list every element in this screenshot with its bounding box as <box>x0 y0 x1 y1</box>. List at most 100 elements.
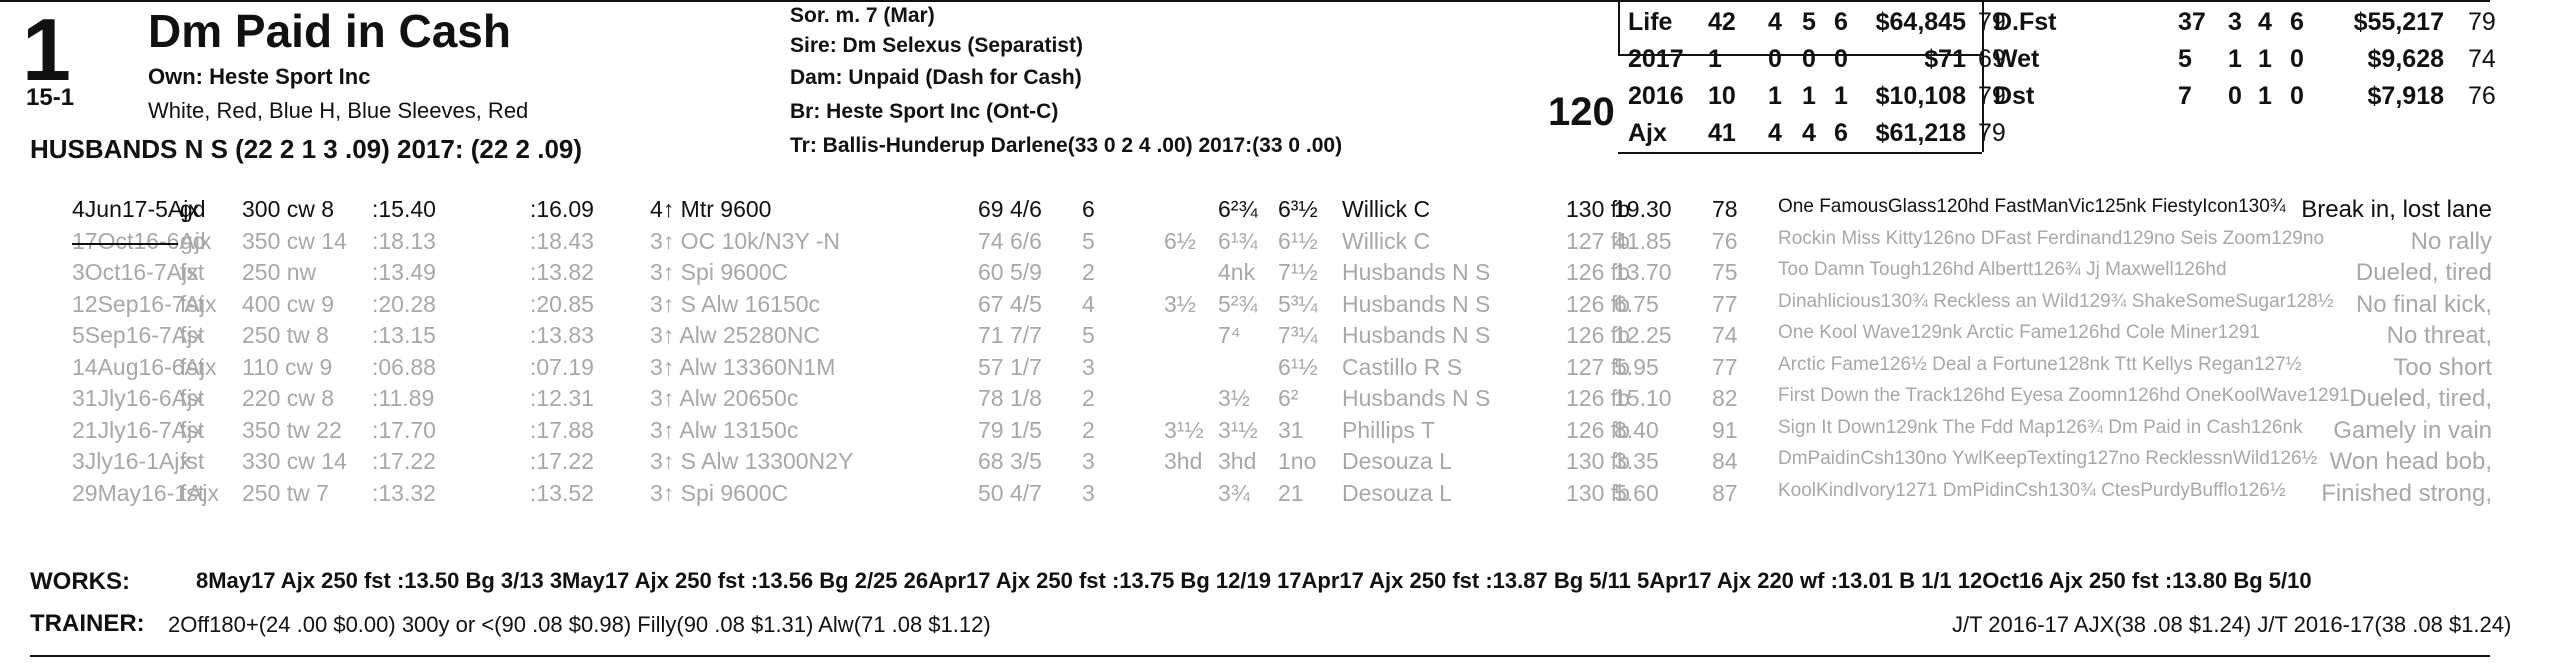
race-1-st: 5 <box>1082 227 1095 254</box>
race-7-pp: 1/5 <box>1010 416 1042 443</box>
stats-divider <box>1982 2 1984 152</box>
race-7-cond: fst <box>180 416 205 443</box>
race-2-sp: 60 <box>978 259 1004 285</box>
race-7-sp: 79 <box>978 416 1004 443</box>
race-3-fig: 77 <box>1712 290 1738 317</box>
race-6-type: 3↑ Alw 20650c <box>650 385 799 411</box>
race-0-wt: 130 fb <box>1566 196 1630 222</box>
race-7-type: 3↑ Alw 13150c <box>650 416 799 443</box>
left-3-w: 4 <box>1768 119 1782 147</box>
race-9-c3: 21 <box>1278 479 1304 506</box>
race-5-f1: :06.88 <box>372 353 436 380</box>
race-5-st: 3 <box>1082 353 1095 380</box>
race-2-wt: 126 fb <box>1566 259 1630 285</box>
breeder: Br: Heste Sport Inc (Ont-C) <box>790 100 1059 123</box>
race-9-f1: :13.32 <box>372 479 436 506</box>
race-3-c3: 5³¼ <box>1278 290 1318 317</box>
race-5-fig: 77 <box>1712 353 1738 380</box>
race-7-dist: 350 tw 22 <box>242 416 342 443</box>
race-1-comment: Rockin Miss Kitty126no DFast Ferdinand12… <box>1778 227 2325 249</box>
race-7-fig: 91 <box>1712 416 1738 443</box>
race-5-pp: 1/7 <box>1010 353 1042 380</box>
race-4-fig: 74 <box>1712 322 1738 348</box>
race-3-odds: 6.75 <box>1614 290 1659 317</box>
race-9-jockey: Desouza L <box>1342 479 1452 506</box>
left-2-fig: 79 <box>1978 82 2006 110</box>
race-3-dist: 400 cw 9 <box>242 290 335 317</box>
stats-bottom-rule <box>1618 152 1982 154</box>
race-6-c2: 3½ <box>1218 385 1250 411</box>
race-8-f1: :17.22 <box>372 448 436 474</box>
race-8-f2: :17.22 <box>530 448 594 474</box>
race-2-comment: Too Damn Tough126hd Albertt126¾ Jj Maxwe… <box>1778 259 2227 280</box>
race-4-dist: 250 tw 8 <box>242 322 329 348</box>
race-8-type: 3↑ S Alw 13300N2Y <box>650 448 854 474</box>
race-1-f2: :18.43 <box>530 227 594 254</box>
race-5-odds: 5.95 <box>1614 353 1659 380</box>
race-0-dist: 300 cw 8 <box>242 196 335 222</box>
right-0-sh: 6 <box>2290 8 2304 36</box>
sex-age: Sor. m. 7 (Mar) <box>790 4 935 27</box>
race-9-dist: 250 tw 7 <box>242 479 329 506</box>
left-1-p: 0 <box>1802 45 1816 73</box>
right-2-earn: $7,918 <box>2367 82 2444 110</box>
race-1-fig: 76 <box>1712 227 1738 254</box>
race-2-f1: :13.49 <box>372 259 436 285</box>
race-5-sp: 57 <box>978 353 1004 380</box>
race-6-sp: 78 <box>978 385 1004 411</box>
race-2-date: 3Oct16-7Ajx <box>72 259 199 285</box>
race-6-st: 2 <box>1082 385 1095 411</box>
top-rule <box>0 0 2490 2</box>
race-3-c1: 3½ <box>1164 290 1196 317</box>
race-3-date: 12Sep16-7Ajx <box>72 290 217 317</box>
race-8-sp: 68 <box>978 448 1004 474</box>
race-4-date: 5Sep16-7Ajx <box>72 322 204 348</box>
race-1-wt: 127 fb <box>1566 227 1630 254</box>
race-2-dist: 250 nw <box>242 259 317 285</box>
race-3-wt: 126 fb <box>1566 290 1630 317</box>
race-2-f2: :13.82 <box>530 259 594 285</box>
race-3-st: 4 <box>1082 290 1095 317</box>
right-0-s: 37 <box>2178 8 2206 36</box>
race-6-odds: 15.10 <box>1614 385 1672 411</box>
race-4-sp: 71 <box>978 322 1004 348</box>
right-1-fig: 74 <box>2468 45 2496 73</box>
race-7-wt: 126 fb <box>1566 416 1630 443</box>
race-0-note: Break in, lost lane <box>2301 196 2492 223</box>
race-2-odds: 13.70 <box>1614 259 1672 285</box>
race-1-date: 17Oct16-6Ajx <box>72 227 212 254</box>
left-0-fig: 79 <box>1978 8 2006 36</box>
right-2-sh: 0 <box>2290 82 2304 110</box>
right-2-label: Dst <box>1994 82 2035 110</box>
race-7-f2: :17.88 <box>530 416 594 443</box>
left-0-s: 42 <box>1708 8 1736 36</box>
trainer-stats-text: 2Off180+(24 .00 $0.00) 300y or <(90 .08 … <box>168 612 991 637</box>
race-0-f2: :16.09 <box>530 196 594 222</box>
left-2-label: 2016 <box>1628 82 1684 110</box>
right-1-w: 1 <box>2228 45 2242 73</box>
race-3-comment: Dinahlicious130¾ Reckless an Wild129¾ Sh… <box>1778 290 2334 312</box>
race-8-comment: DmPaidinCsh130no YwlKeepTexting127no Rec… <box>1778 448 2318 469</box>
right-0-p: 4 <box>2258 8 2272 36</box>
race-0-sp: 69 <box>978 196 1004 222</box>
race-2-jockey: Husbands N S <box>1342 259 1491 285</box>
race-5-c3: 6¹½ <box>1278 353 1318 380</box>
race-4-pp: 7/7 <box>1010 322 1042 348</box>
race-1-odds: 41.85 <box>1614 227 1672 254</box>
right-1-s: 5 <box>2178 45 2192 73</box>
race-9-type: 3↑ Spi 9600C <box>650 479 789 506</box>
race-8-c2: 3hd <box>1218 448 1257 474</box>
left-0-p: 5 <box>1802 8 1816 36</box>
weight: 120 <box>1548 90 1615 134</box>
owner: Own: Heste Sport Inc <box>148 64 371 89</box>
race-2-type: 3↑ Spi 9600C <box>650 259 789 285</box>
left-2-p: 1 <box>1802 82 1816 110</box>
works-text: 8May17 Ajx 250 fst :13.50 Bg 3/13 3May17… <box>196 568 2312 593</box>
race-1-type: 3↑ OC 10k/N3Y -N <box>650 227 841 254</box>
race-2-st: 2 <box>1082 259 1095 285</box>
left-0-label: Life <box>1628 8 1673 36</box>
horse-name: Dm Paid in Cash <box>148 5 511 57</box>
race-8-pp: 3/5 <box>1010 448 1042 474</box>
race-0-date: 4Jun17-5Ajx <box>72 196 200 222</box>
race-9-f2: :13.52 <box>530 479 594 506</box>
